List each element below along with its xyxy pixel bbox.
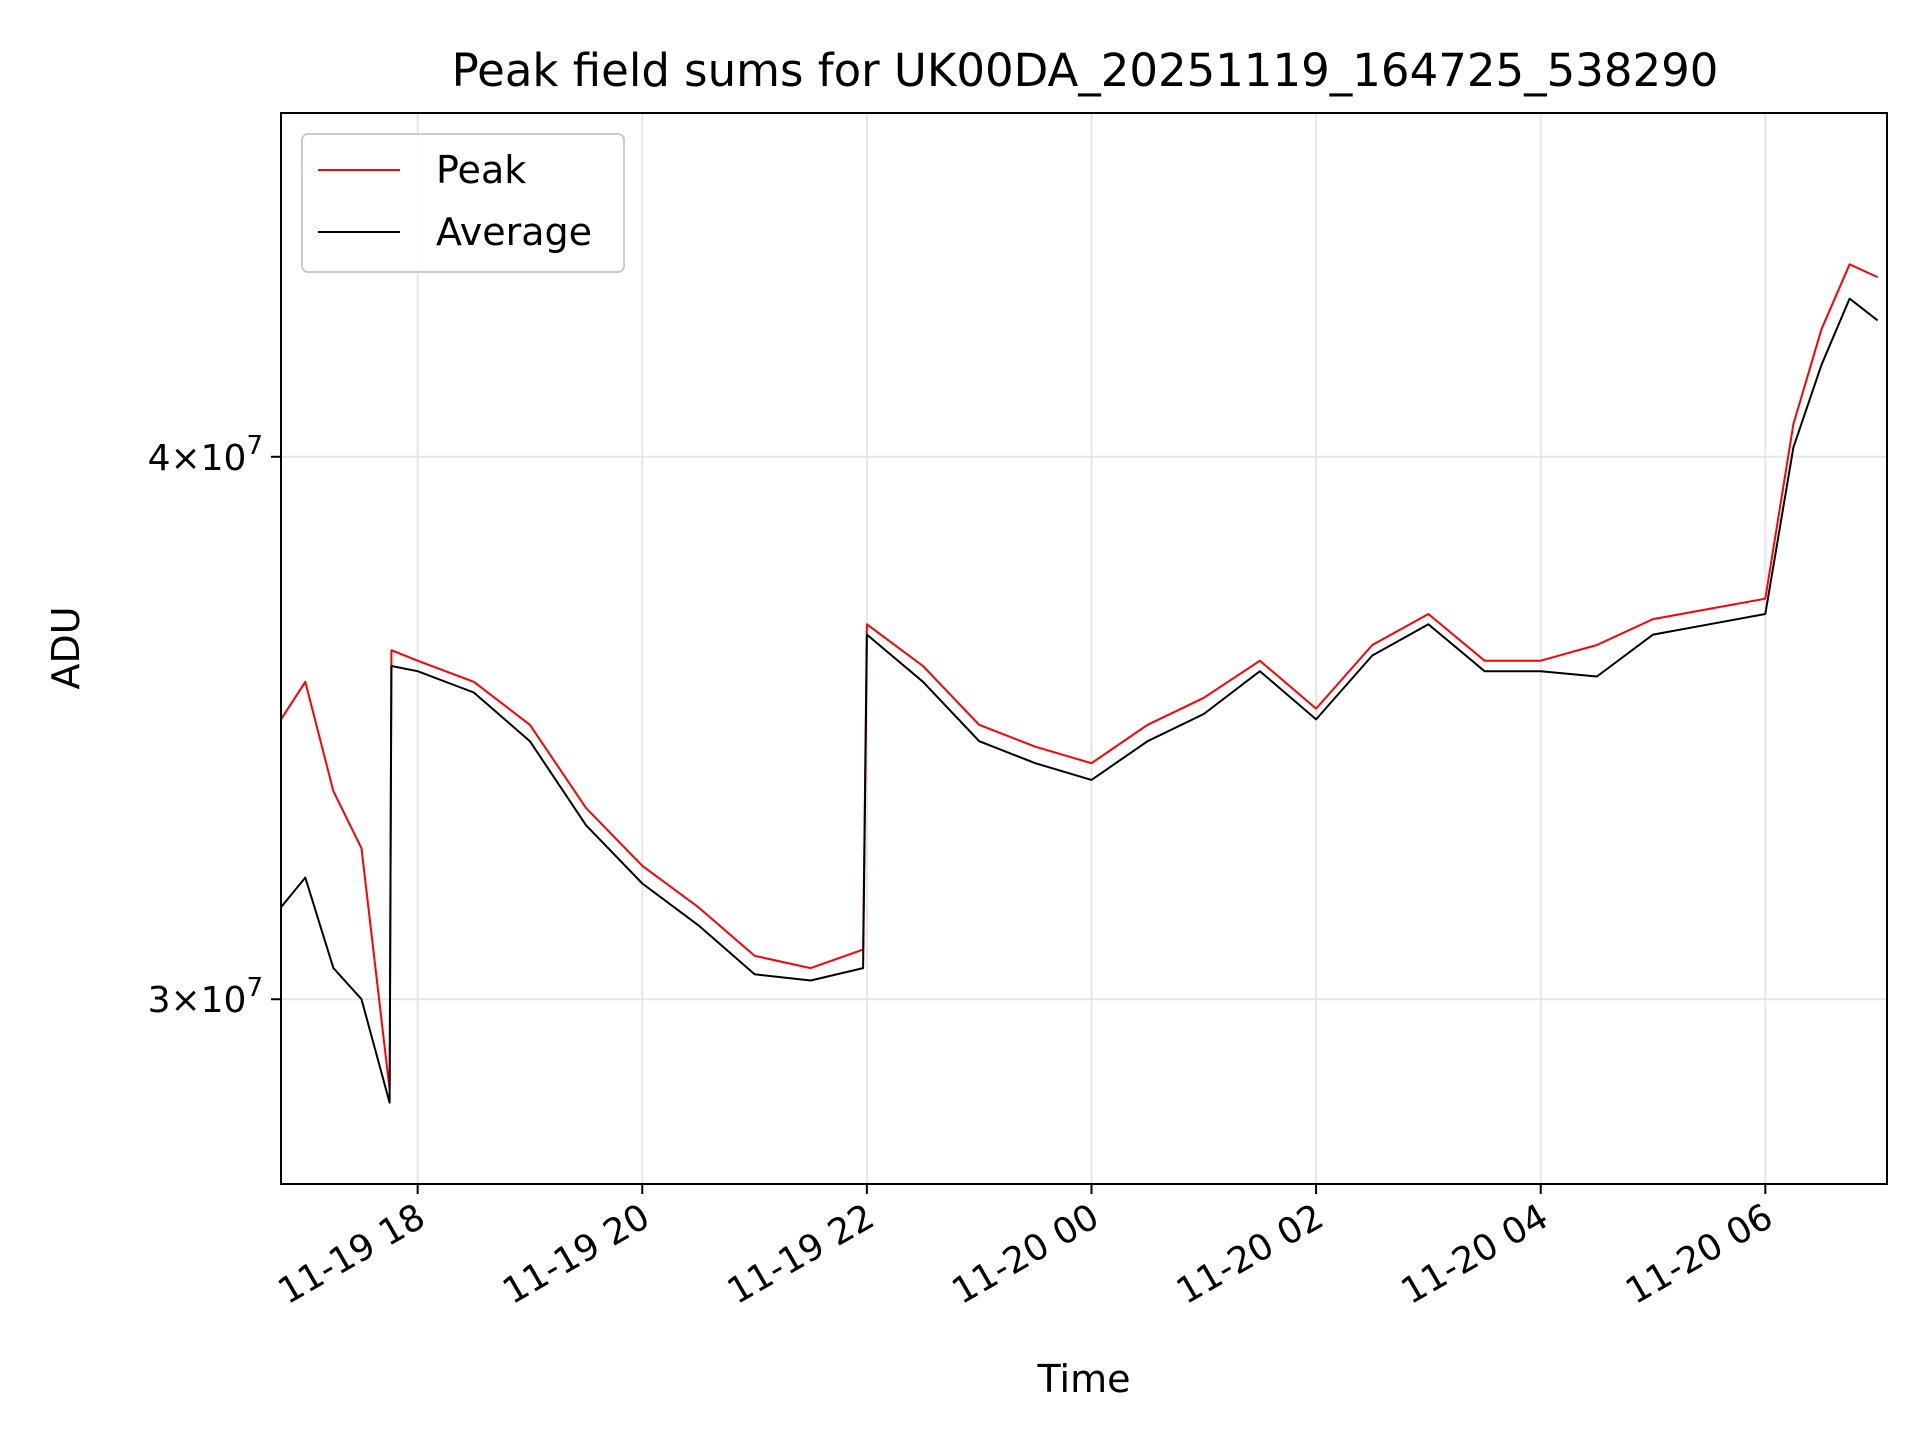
plot-frame [280, 112, 1888, 1185]
legend-label-average: Average [436, 210, 592, 254]
series-line-average [281, 297, 1879, 1104]
y-axis-label: ADU [44, 606, 88, 689]
y-tick-times: ×10 [170, 980, 246, 1021]
legend: Peak Average [301, 133, 625, 273]
x-axis-label: Time [1037, 1357, 1131, 1401]
legend-box [301, 133, 625, 273]
legend-label-peak: Peak [436, 148, 526, 192]
series-line-peak [281, 263, 1879, 1091]
y-tick-times: ×10 [170, 438, 246, 479]
y-tick-label: 3×107 [148, 973, 263, 1021]
y-tick-base: 4 [148, 438, 171, 479]
y-tick-base: 3 [148, 980, 171, 1021]
series-layer [281, 263, 1879, 1104]
y-tick-exponent: 7 [246, 431, 263, 461]
y-tick-exponent: 7 [246, 973, 263, 1003]
chart-title: Peak field sums for UK00DA_20251119_1647… [452, 44, 1719, 97]
y-tick-label: 4×107 [148, 431, 263, 479]
